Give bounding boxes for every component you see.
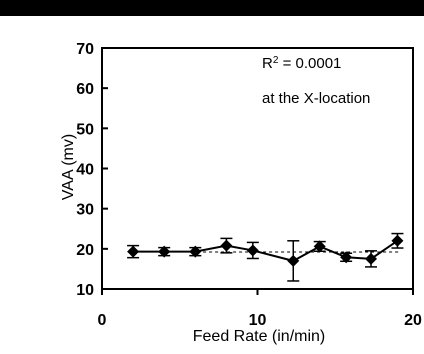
- x-tick-label: 0: [98, 312, 107, 329]
- data-point: [246, 241, 259, 260]
- data-point: [158, 245, 171, 258]
- data-point: [220, 237, 233, 254]
- diamond-marker: [365, 252, 378, 265]
- series-line: [133, 239, 399, 262]
- data-point: [365, 250, 378, 268]
- y-tick-label: 10: [76, 282, 94, 299]
- y-tick-label: 40: [76, 162, 94, 179]
- data-point: [287, 240, 300, 282]
- diamond-marker: [127, 245, 140, 258]
- location-annotation: at the X-location: [262, 90, 370, 107]
- plot-border: [101, 47, 414, 290]
- diamond-marker: [391, 234, 404, 247]
- x-axis-ticks: 0 10 20: [98, 289, 422, 329]
- diamond-marker: [287, 254, 300, 267]
- y-tick-label: 50: [76, 121, 94, 138]
- data-point: [391, 232, 404, 249]
- y-axis-ticks: 10 20 30 40 50 60 70: [76, 41, 108, 299]
- y-tick-label: 60: [76, 81, 94, 98]
- data-point: [127, 244, 140, 259]
- data-points: [127, 232, 404, 282]
- diamond-marker: [246, 244, 259, 257]
- x-axis-title: Feed Rate (in/min): [193, 328, 326, 345]
- diamond-marker: [189, 245, 202, 258]
- r-squared-annotation: R2 = 0.0001: [262, 55, 341, 73]
- data-point: [340, 251, 353, 264]
- data-point: [189, 245, 202, 258]
- y-tick-label: 20: [76, 242, 94, 259]
- y-axis-title: VAA (mv): [60, 134, 77, 200]
- diamond-marker: [220, 239, 233, 252]
- plot-frame: [101, 47, 414, 290]
- x-tick-label: 10: [249, 312, 267, 329]
- diamond-marker: [313, 240, 326, 253]
- diamond-marker: [340, 251, 353, 264]
- y-tick-label: 30: [76, 202, 94, 219]
- diamond-marker: [158, 245, 171, 258]
- top-black-bar: [0, 0, 424, 16]
- x-tick-label: 20: [404, 312, 422, 329]
- y-tick-label: 70: [76, 41, 94, 58]
- data-point: [313, 240, 326, 253]
